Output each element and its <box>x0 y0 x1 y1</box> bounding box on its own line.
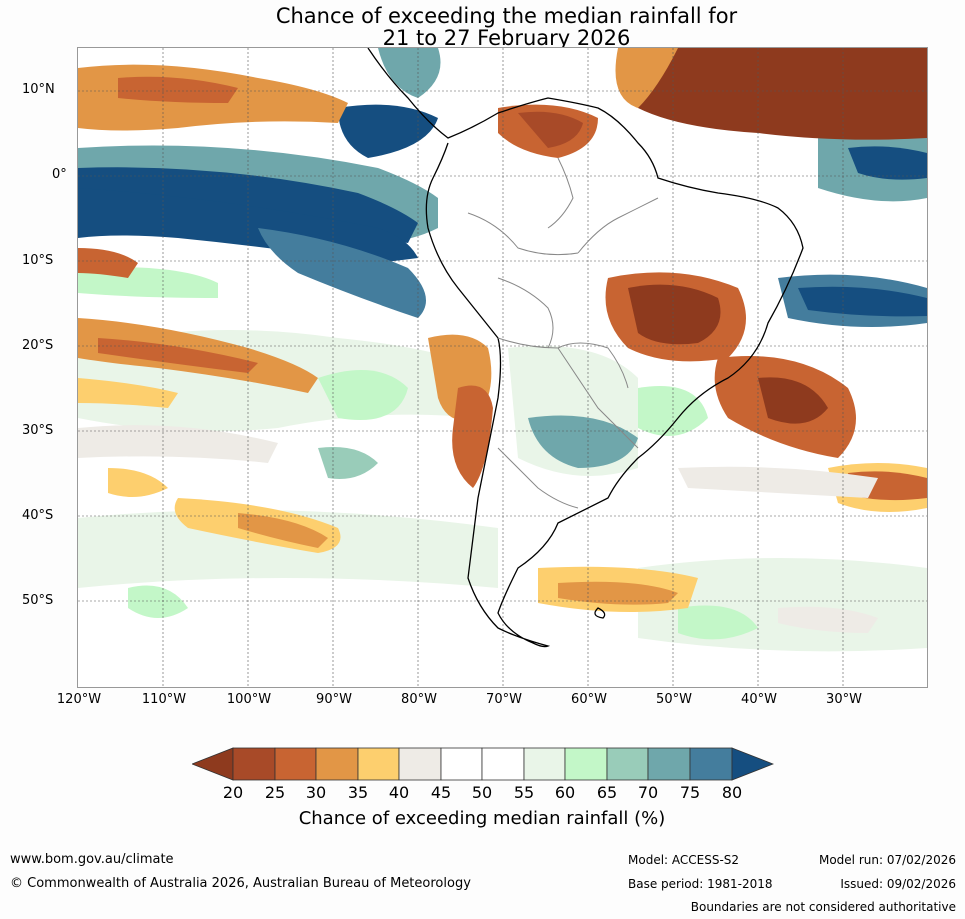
colorbar-tick-50: 50 <box>471 783 493 802</box>
country-borders <box>467 157 659 509</box>
colorbar-segment-60-65 <box>564 747 608 781</box>
colorbar-tick-60: 60 <box>554 783 576 802</box>
south-america-coastline <box>367 48 804 648</box>
colorbar-segment-55-60 <box>523 747 566 781</box>
colorbar-tick-20: 20 <box>222 783 244 802</box>
lon-label-90w: 90°W <box>316 692 352 707</box>
colorbar-segment-40-45 <box>398 747 442 781</box>
lat-label-10s: 10°S <box>22 253 54 268</box>
colorbar <box>190 747 775 785</box>
base-period: Base period: 1981-2018 <box>628 877 773 891</box>
lon-label-60w: 60°W <box>571 692 607 707</box>
colorbar-segment-45-50 <box>440 747 483 781</box>
boundaries-disclaimer: Boundaries are not considered authoritat… <box>690 900 956 914</box>
lat-label-10n: 10°N <box>22 82 55 97</box>
map-title-line2: 21 to 27 February 2026 <box>382 26 631 50</box>
rainfall-probability-map <box>77 47 928 688</box>
map-title-line1: Chance of exceeding the median rainfall … <box>275 4 738 28</box>
colorbar-segment-30-35 <box>315 747 359 781</box>
colorbar-tick-40: 40 <box>388 783 410 802</box>
lon-label-80w: 80°W <box>401 692 437 707</box>
neutral-grey-areas <box>78 425 878 633</box>
issued-date: Issued: 09/02/2026 <box>840 877 956 891</box>
lon-label-110w: 110°W <box>141 692 187 707</box>
lon-label-30w: 30°W <box>826 692 862 707</box>
colorbar-segment-75-80 <box>689 747 733 781</box>
lon-label-100w: 100°W <box>226 692 272 707</box>
copyright-text: © Commonwealth of Australia 2026, Austra… <box>10 876 471 891</box>
lat-label-0: 0° <box>52 167 67 182</box>
colorbar-segment-50-55 <box>481 747 525 781</box>
colorbar-tick-30: 30 <box>305 783 327 802</box>
colorbar-tick-35: 35 <box>347 783 369 802</box>
lat-label-50s: 50°S <box>22 593 54 608</box>
colorbar-tick-25: 25 <box>264 783 286 802</box>
colorbar-segment-65-70 <box>606 747 649 781</box>
brown-dry-areas <box>78 48 927 612</box>
model-name: Model: ACCESS-S2 <box>628 853 740 867</box>
colorbar-tick-80: 80 <box>721 783 743 802</box>
colorbar-segment-below-20 <box>190 747 234 781</box>
colorbar-tick-75: 75 <box>679 783 701 802</box>
colorbar-tick-70: 70 <box>637 783 659 802</box>
colorbar-tick-55: 55 <box>513 783 535 802</box>
lon-label-40w: 40°W <box>741 692 777 707</box>
colorbar-segment-25-30 <box>274 747 317 781</box>
lat-label-30s: 30°S <box>22 423 54 438</box>
colorbar-tick-65: 65 <box>596 783 618 802</box>
lon-label-70w: 70°W <box>486 692 522 707</box>
colorbar-segment-above-80 <box>731 747 775 781</box>
lat-label-40s: 40°S <box>22 508 54 523</box>
lat-label-20s: 20°S <box>22 338 54 353</box>
colorbar-segment-20-25 <box>232 747 276 781</box>
colorbar-tick-45: 45 <box>430 783 452 802</box>
model-run-date: Model run: 07/02/2026 <box>818 853 956 867</box>
website-link[interactable]: www.bom.gov.au/climate <box>10 852 174 867</box>
colorbar-segment-35-40 <box>357 747 400 781</box>
colorbar-title: Chance of exceeding median rainfall (%) <box>298 808 666 829</box>
colorbar-segment-70-75 <box>647 747 691 781</box>
lon-label-50w: 50°W <box>656 692 692 707</box>
lon-label-120w: 120°W <box>56 692 102 707</box>
